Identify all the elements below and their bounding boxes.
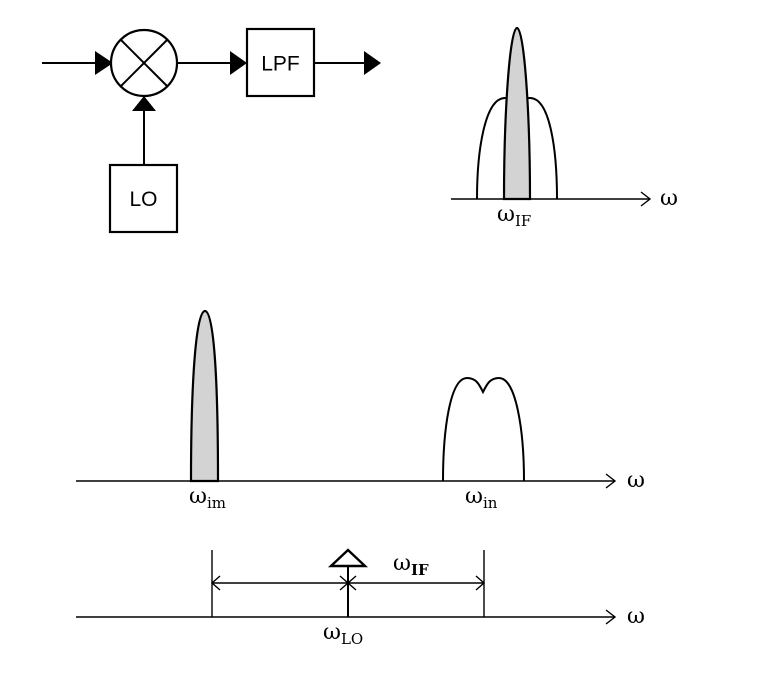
lpf-block [245, 27, 316, 98]
mixer-symbol [109, 28, 179, 98]
rf-axis-label: ω [627, 468, 645, 493]
block-diagram: LPF LO [42, 27, 381, 234]
lo-impulse-arrow-icon [327, 548, 369, 568]
input-signal-band [442, 376, 525, 482]
lo-block [108, 163, 179, 234]
rf-axis-arrowhead-icon [605, 473, 617, 489]
dimension-right-arrowhead-icon [475, 575, 486, 591]
if-signal-peak [502, 26, 532, 201]
if-axis-arrowhead-icon [640, 191, 652, 207]
mixer-cross-line [119, 38, 169, 88]
if-marker-label: ωIF [497, 202, 531, 230]
if-spectrum: ω ωIF [451, 26, 678, 230]
input-marker-label: ωin [465, 484, 498, 512]
rf-spectrum: ω ωim ωin [76, 309, 645, 512]
lo-axis-arrowhead-icon [605, 609, 617, 625]
image-signal-peak [189, 309, 220, 483]
lo-label: LO [129, 188, 157, 211]
lpf-label: LPF [261, 53, 300, 76]
lpf-input-arrow-icon [230, 51, 247, 75]
dimension-center-arrowhead-icon [346, 575, 357, 591]
output-arrow-icon [364, 51, 381, 75]
lo-input-arrow-icon [132, 96, 156, 111]
lo-spectrum: ωIF ω ωLO [76, 548, 645, 648]
image-marker-label: ωim [189, 484, 226, 512]
input-arrow-icon [95, 51, 113, 75]
if-axis-label: ω [660, 186, 678, 211]
lo-axis-label: ω [627, 604, 645, 629]
lo-marker-label: ωLO [323, 620, 363, 648]
if-spacing-label: ωIF [393, 551, 429, 579]
dimension-left-arrowhead-icon [210, 575, 221, 591]
